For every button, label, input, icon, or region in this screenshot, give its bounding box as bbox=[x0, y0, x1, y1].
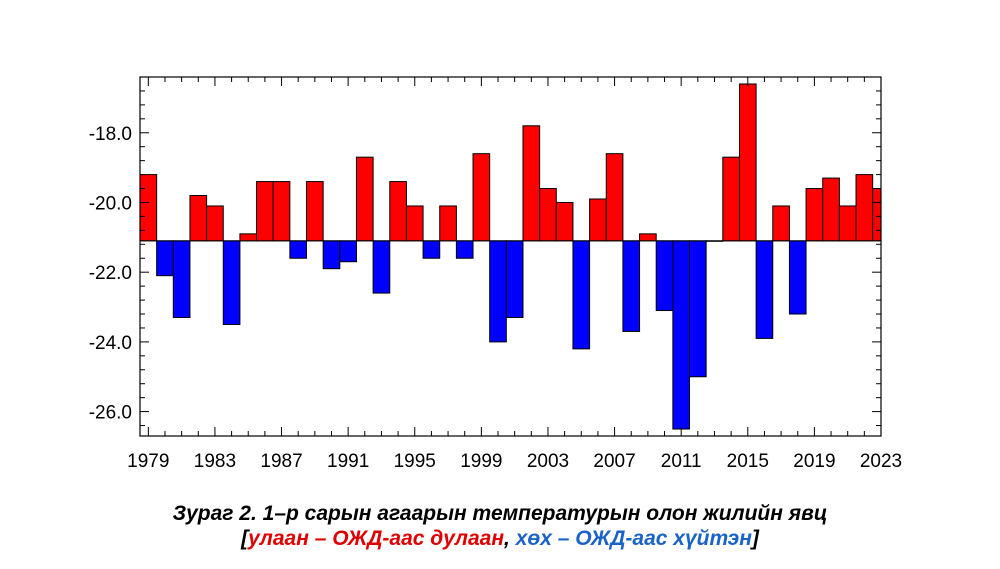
bar-2022 bbox=[855, 174, 874, 242]
bar-1990 bbox=[322, 240, 341, 270]
x-tick-label: 2003 bbox=[527, 451, 569, 472]
bar-1983 bbox=[206, 205, 224, 242]
tick-labels: 1979 1983 1987 1991 1995 1999 2003 2007 2011 2015… bbox=[89, 124, 902, 472]
y-tick-label: -24.0 bbox=[89, 333, 132, 354]
y-tick-label: -26.0 bbox=[89, 403, 132, 424]
cold-note: хөх – ОЖД-аас хүйтэн bbox=[515, 527, 752, 550]
bar-2006 bbox=[589, 198, 607, 242]
x-tick-label: 2015 bbox=[727, 451, 769, 472]
bar-1982 bbox=[189, 195, 208, 242]
bar-1979 bbox=[139, 174, 158, 242]
x-tick-label: 2011 bbox=[661, 451, 702, 472]
bar-2016 bbox=[755, 240, 774, 339]
bar-1980 bbox=[156, 240, 174, 277]
bar-2011 bbox=[672, 240, 691, 430]
warm-note: улаан – ОЖД-аас дулаан bbox=[248, 527, 505, 550]
x-tick-label: 1979 bbox=[127, 451, 169, 472]
bar-2009 bbox=[639, 233, 657, 242]
bar-2012 bbox=[689, 240, 707, 378]
tick-marks bbox=[140, 76, 882, 436]
bar-2019 bbox=[805, 188, 824, 242]
x-tick-label: 1995 bbox=[394, 451, 436, 472]
bar-1984 bbox=[222, 240, 241, 325]
bar-1988 bbox=[289, 240, 308, 259]
bar-1995 bbox=[405, 205, 424, 242]
bar-1996 bbox=[422, 240, 441, 259]
bar-1986 bbox=[256, 181, 274, 242]
bars-group bbox=[139, 83, 882, 430]
bar-2007 bbox=[605, 153, 624, 242]
y-tick-label: -20.0 bbox=[89, 193, 132, 214]
bar-2021 bbox=[838, 205, 857, 242]
bar-2005 bbox=[572, 240, 591, 350]
bar-2014 bbox=[722, 156, 740, 242]
x-tick-label: 2019 bbox=[793, 451, 835, 472]
bar-2003 bbox=[539, 188, 557, 242]
x-tick-label: 1983 bbox=[194, 451, 236, 472]
open-bracket: [ bbox=[241, 527, 249, 550]
bar-1998 bbox=[455, 240, 474, 259]
bar-2017 bbox=[772, 205, 790, 242]
bar-2000 bbox=[489, 240, 507, 343]
x-tick-label: 2007 bbox=[593, 451, 635, 472]
x-tick-label: 1987 bbox=[260, 451, 302, 472]
note-separator: , bbox=[504, 527, 516, 550]
bar-1999 bbox=[472, 153, 491, 242]
bar-1985 bbox=[239, 233, 258, 242]
bar-2010 bbox=[655, 240, 674, 312]
bar-1992 bbox=[355, 156, 374, 242]
bar-2015 bbox=[738, 83, 757, 242]
figure-legend-note: [улаан – ОЖД-аас дулаан, хөх – ОЖД-аас х… bbox=[0, 527, 1000, 551]
bar-2018 bbox=[788, 240, 807, 315]
x-tick-label: 1999 bbox=[460, 451, 502, 472]
bar-2023 bbox=[872, 188, 882, 242]
bar-1987 bbox=[272, 181, 291, 242]
bar-2001 bbox=[505, 240, 524, 318]
bar-2004 bbox=[555, 201, 574, 242]
x-tick-label: 1991 bbox=[327, 451, 369, 472]
plot-frame bbox=[139, 76, 882, 437]
bar-1993 bbox=[372, 240, 391, 294]
figure-caption: Зураг 2. 1–р сарын агаарын температурын … bbox=[172, 502, 828, 525]
close-bracket: ] bbox=[751, 527, 759, 550]
bar-2020 bbox=[822, 177, 840, 242]
bar-1991 bbox=[339, 240, 357, 263]
bar-1997 bbox=[439, 205, 457, 242]
bar-2002 bbox=[522, 125, 541, 242]
bar-2008 bbox=[622, 240, 641, 332]
y-tick-label: -22.0 bbox=[89, 263, 132, 284]
temperature-bar-chart: 1979 1983 1987 1991 1995 1999 2003 2007 2011 2015… bbox=[89, 76, 902, 472]
y-tick-label: -18.0 bbox=[89, 124, 132, 145]
bar-1989 bbox=[306, 181, 324, 242]
bar-1994 bbox=[389, 181, 407, 242]
bar-1981 bbox=[172, 240, 191, 318]
x-tick-label: 2023 bbox=[860, 451, 902, 472]
